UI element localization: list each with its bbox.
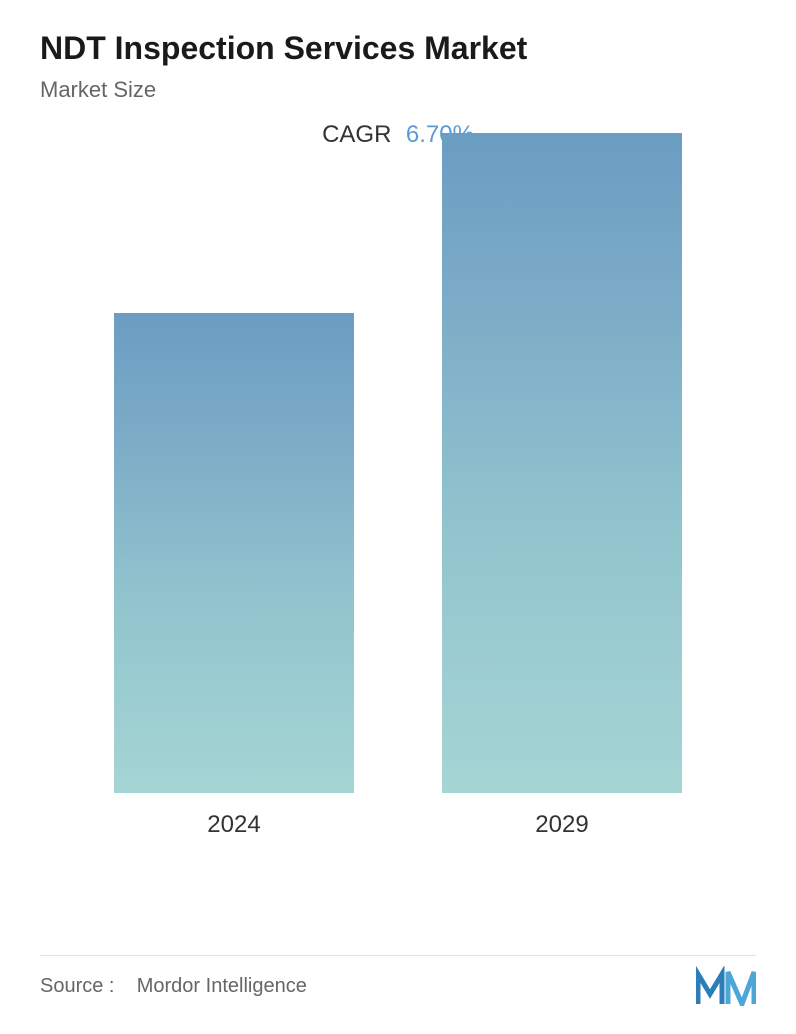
chart-container: NDT Inspection Services Market Market Si…	[0, 0, 796, 1034]
bar-group-1: 2029	[432, 133, 692, 839]
footer-divider	[40, 955, 756, 956]
chart-title: NDT Inspection Services Market	[40, 30, 756, 67]
chart-subtitle: Market Size	[40, 77, 756, 103]
bar-0	[114, 313, 354, 793]
chart-area: 2024 2029	[40, 179, 756, 879]
bar-label-0: 2024	[207, 811, 260, 839]
cagr-label: CAGR	[322, 121, 391, 148]
source-label: Source :	[40, 975, 114, 997]
mordor-logo-icon	[696, 966, 756, 1006]
bar-1	[442, 133, 682, 793]
source-name: Mordor Intelligence	[137, 975, 307, 997]
bars-container: 2024 2029	[40, 179, 756, 839]
footer: Source : Mordor Intelligence	[40, 966, 756, 1006]
bar-group-0: 2024	[104, 313, 364, 839]
source-text: Source : Mordor Intelligence	[40, 975, 307, 998]
bar-label-1: 2029	[535, 811, 588, 839]
